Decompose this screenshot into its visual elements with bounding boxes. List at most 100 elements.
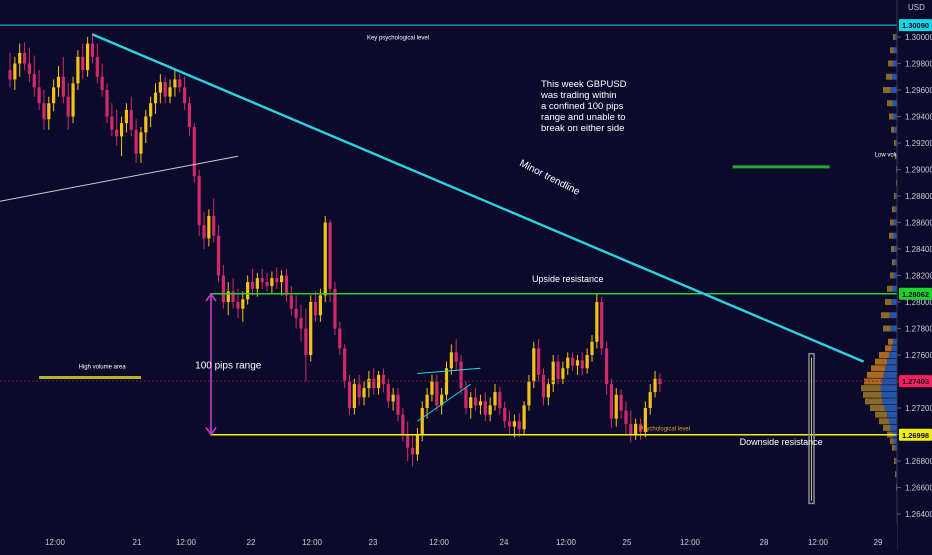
candle-body-down bbox=[387, 384, 390, 401]
volume-bar-orange bbox=[885, 345, 892, 351]
candle-body-down bbox=[295, 309, 298, 318]
candle-body-down bbox=[401, 415, 404, 435]
y-tick-label: 1.29400 bbox=[905, 113, 932, 122]
volume-bar-orange bbox=[887, 286, 893, 292]
volume-bar-orange bbox=[889, 114, 893, 120]
volume-bar-blue bbox=[889, 418, 897, 424]
y-tick-label: 1.29200 bbox=[905, 139, 932, 148]
candle-body-down bbox=[329, 223, 332, 289]
candle-body-down bbox=[629, 424, 632, 435]
candle-body-up bbox=[469, 397, 472, 408]
candle-body-down bbox=[605, 348, 608, 384]
candle-body-up bbox=[523, 405, 526, 429]
candle-body-up bbox=[71, 83, 74, 116]
volume-bar-blue bbox=[893, 233, 897, 239]
volume-bar-orange bbox=[883, 326, 891, 332]
volume-bar-orange bbox=[888, 339, 893, 345]
volume-bar-blue bbox=[883, 398, 897, 404]
candle-body-down bbox=[348, 382, 351, 409]
y-tick-label: 1.26600 bbox=[905, 484, 932, 493]
candle-body-up bbox=[280, 276, 283, 283]
chart-annotation: Downside resistance bbox=[740, 437, 823, 447]
candle-body-down bbox=[81, 57, 84, 70]
candle-body-down bbox=[508, 421, 511, 426]
candle-body-down bbox=[217, 236, 220, 276]
x-tick-label: 28 bbox=[760, 538, 769, 547]
candle-body-down bbox=[610, 384, 613, 418]
candle-body-down bbox=[101, 77, 104, 90]
candle-body-down bbox=[33, 74, 36, 87]
volume-bar-orange bbox=[890, 438, 894, 444]
x-tick-label: 12:00 bbox=[680, 538, 701, 547]
volume-bar-orange bbox=[894, 193, 896, 199]
volume-bar-orange bbox=[896, 167, 897, 173]
candle-body-down bbox=[358, 384, 361, 397]
candle-body-up bbox=[270, 278, 273, 286]
volume-bar-orange bbox=[887, 100, 893, 106]
currency-label: USD bbox=[908, 3, 925, 12]
candle-body-up bbox=[154, 93, 157, 104]
candle-body-up bbox=[125, 110, 128, 123]
volume-bar-orange bbox=[896, 180, 897, 186]
y-tick-label: 1.29600 bbox=[905, 86, 932, 95]
volume-bar-orange bbox=[863, 392, 882, 398]
candle-body-up bbox=[566, 358, 569, 369]
candle-body-up bbox=[493, 392, 496, 405]
candle-body-up bbox=[86, 44, 89, 71]
candle-body-down bbox=[265, 282, 268, 286]
y-tick-label: 1.27600 bbox=[905, 351, 932, 360]
candle-body-down bbox=[474, 397, 477, 405]
candle-body-up bbox=[595, 302, 598, 342]
candle-body-up bbox=[649, 392, 652, 408]
candle-body-up bbox=[309, 302, 312, 355]
volume-bar-orange bbox=[871, 365, 885, 371]
y-tick-label: 1.30000 bbox=[905, 33, 932, 42]
candle-body-up bbox=[532, 348, 535, 381]
candle-body-down bbox=[188, 103, 191, 127]
volume-bar-orange bbox=[892, 445, 895, 451]
candle-body-up bbox=[392, 395, 395, 402]
x-tick-label: 12:00 bbox=[808, 538, 829, 547]
candle-body-down bbox=[304, 329, 307, 356]
volume-bar-orange bbox=[894, 458, 896, 464]
candle-body-down bbox=[285, 276, 288, 296]
candle-body-down bbox=[202, 225, 205, 238]
candle-body-down bbox=[571, 358, 574, 366]
volume-bar-orange bbox=[890, 273, 894, 279]
volume-bar-blue bbox=[885, 365, 897, 371]
candle-body-down bbox=[232, 291, 235, 302]
y-tick-label: 1.28800 bbox=[905, 192, 932, 201]
volume-bar-orange bbox=[888, 61, 893, 67]
volume-bar-blue bbox=[891, 87, 897, 93]
candle-body-down bbox=[183, 87, 186, 103]
candle-body-up bbox=[207, 216, 210, 239]
volume-bar-blue bbox=[892, 345, 897, 351]
candle-body-down bbox=[236, 302, 239, 309]
volume-bar-orange bbox=[885, 299, 892, 305]
candle-body-down bbox=[624, 411, 627, 424]
y-tick-label: 1.26800 bbox=[905, 457, 932, 466]
candle-body-down bbox=[178, 79, 181, 87]
candle-body-up bbox=[47, 103, 50, 119]
candle-body-up bbox=[513, 421, 516, 426]
candle-body-down bbox=[498, 392, 501, 408]
candle-body-down bbox=[455, 352, 458, 361]
volume-bar-orange bbox=[883, 87, 891, 93]
y-tick-label: 1.28400 bbox=[905, 245, 932, 254]
x-tick-label: 21 bbox=[133, 538, 142, 547]
volume-bar-orange bbox=[894, 140, 896, 146]
x-tick-label: 25 bbox=[623, 538, 632, 547]
candle-body-up bbox=[615, 395, 618, 419]
candle-body-up bbox=[13, 64, 16, 80]
volume-bar-orange bbox=[875, 412, 887, 418]
note-line: was trading within bbox=[540, 90, 617, 101]
volume-bar-orange bbox=[883, 425, 891, 431]
x-tick-label: 12:00 bbox=[429, 538, 450, 547]
volume-bar-orange bbox=[889, 233, 893, 239]
volume-bar-blue bbox=[890, 312, 897, 318]
candle-body-up bbox=[227, 291, 230, 302]
candle-body-down bbox=[222, 276, 225, 303]
